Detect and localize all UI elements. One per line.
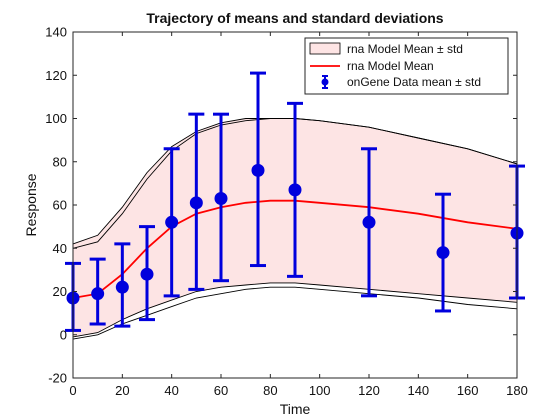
x-axis-label: Time: [280, 401, 311, 417]
data-point: [165, 215, 179, 229]
band-lower-inner-line: [72, 286, 518, 340]
x-tick-label: 0: [69, 383, 76, 398]
model-mean-line: [72, 199, 518, 299]
x-tick-label: 180: [506, 383, 528, 398]
x-tick-label: 140: [407, 383, 429, 398]
legend-marker-swatch: [321, 78, 329, 86]
x-tick-label: 100: [309, 383, 331, 398]
data-point: [140, 267, 154, 281]
y-tick-label: 80: [53, 154, 67, 169]
y-tick-label: 20: [53, 284, 67, 299]
data-point: [436, 246, 450, 260]
data-point: [362, 215, 376, 229]
x-tick-label: 40: [164, 383, 178, 398]
x-tick-label: 60: [214, 383, 228, 398]
data-point: [91, 287, 105, 301]
legend-label: rna Model Mean ± std: [347, 42, 463, 56]
x-tick-label: 120: [358, 383, 380, 398]
y-axis-label: Response: [23, 173, 39, 236]
band-upper-inner-line: [72, 118, 518, 249]
legend-label: rna Model Mean: [347, 59, 434, 73]
y-tick-label: 140: [45, 25, 67, 40]
band-lower-outer-line: [72, 282, 518, 338]
data-point: [115, 280, 129, 294]
data-point: [288, 183, 302, 197]
x-tick-label: 160: [457, 383, 479, 398]
y-tick-label: 100: [45, 111, 67, 126]
data-point: [251, 163, 265, 177]
legend-label: onGene Data mean ± std: [347, 75, 481, 89]
legend-band-swatch: [309, 42, 341, 55]
y-tick-label: 120: [45, 68, 67, 83]
x-tick-label: 80: [263, 383, 277, 398]
chart-title: Trajectory of means and standard deviati…: [146, 10, 443, 26]
x-tick-label: 20: [115, 383, 129, 398]
data-point: [189, 196, 203, 210]
y-tick-label: 60: [53, 198, 67, 213]
y-tick-label: 40: [53, 241, 67, 256]
y-tick-label: -20: [48, 371, 67, 386]
data-point: [214, 192, 228, 206]
y-tick-label: 0: [60, 327, 67, 342]
